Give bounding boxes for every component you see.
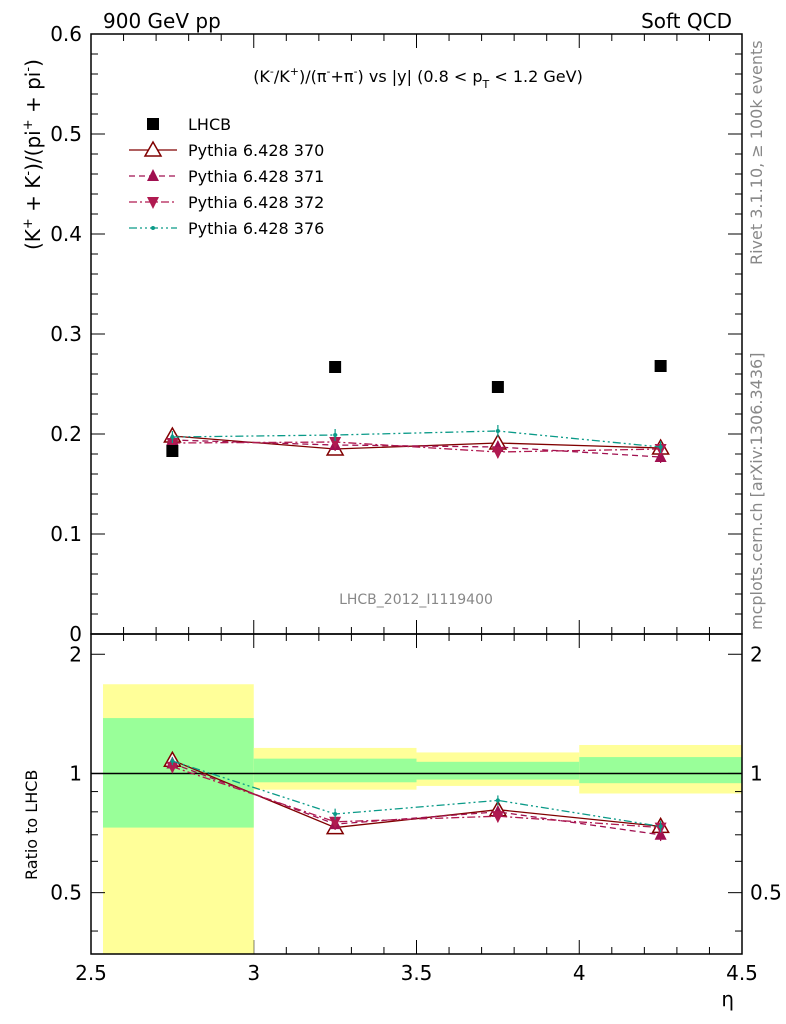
- rivet-label: Rivet 3.1.10, ≥ 100k events: [747, 40, 766, 265]
- series-line: [172, 762, 661, 836]
- main-panel: 0 0.1 0.2 0.3 0.4 0.5 0.6: [50, 22, 743, 954]
- legend-marker: [147, 197, 159, 209]
- main-ylabel: (K+ + K-)/(pi+ + pi-): [21, 59, 45, 250]
- series-line: [172, 430, 661, 448]
- uncertainty-band-inner: [253, 758, 417, 783]
- data-point: [329, 437, 342, 449]
- y-tick-label: 0.4: [50, 222, 82, 246]
- data-point: [495, 429, 500, 433]
- legend-marker: [147, 169, 159, 181]
- x-tick-label: 3: [247, 961, 260, 985]
- ratio-panel: 2.5 3 3.5 4 4.5 0.5 0.5 1 1 2 2: [50, 633, 782, 985]
- x-tick-label: 4.5: [726, 961, 758, 985]
- legend-label: LHCB: [188, 115, 231, 134]
- series-line: [172, 766, 661, 829]
- ratio-y-tick-label-right: 1: [750, 761, 763, 785]
- y-tick-label: 0.3: [50, 322, 82, 346]
- analysis-id: LHCB_2012_I1119400: [339, 592, 493, 608]
- y-tick-label: 0.6: [50, 22, 82, 46]
- ratio-ylabel: Ratio to LHCB: [22, 770, 41, 880]
- data-point: [170, 759, 175, 764]
- data-point: [170, 435, 175, 439]
- data-point: [658, 824, 663, 829]
- x-axis-label: η: [721, 987, 734, 1011]
- data-point: [658, 445, 663, 449]
- y-tick-label: 0.1: [50, 522, 82, 546]
- uncertainty-band-inner: [416, 761, 580, 780]
- legend-label: Pythia 6.428 372: [188, 193, 324, 212]
- ratio-y-tick-label: 1: [69, 761, 82, 785]
- series-line: [172, 760, 661, 828]
- data-point: [166, 761, 179, 774]
- series-line: [172, 439, 661, 458]
- ratio-y-tick-label-right: 0.5: [750, 881, 782, 905]
- data-point: [495, 798, 500, 803]
- legend-marker: [143, 140, 163, 157]
- x-tick-label: 3.5: [401, 961, 433, 985]
- header-left: 900 GeV pp: [103, 9, 221, 33]
- data-point: [654, 360, 667, 372]
- data-point: [333, 433, 338, 437]
- data-point: [491, 447, 504, 459]
- legend: LHCB Pythia 6.428 370 Pythia 6.428 371 Pyth…: [129, 115, 324, 238]
- mcplots-label: mcplots.cern.ch [arXiv:1306.3436]: [747, 353, 766, 630]
- legend-marker: [151, 226, 155, 230]
- data-point: [491, 381, 504, 393]
- data-point: [329, 361, 342, 373]
- data-point: [491, 811, 504, 824]
- y-tick-label: 0.5: [50, 122, 82, 146]
- series-line: [172, 441, 661, 453]
- legend-label: Pythia 6.428 370: [188, 141, 324, 160]
- legend-label: Pythia 6.428 371: [188, 167, 324, 186]
- ratio-frame: [90, 633, 743, 955]
- ratio-y-tick-label-right: 2: [750, 642, 763, 666]
- uncertainty-band-inner: [579, 757, 742, 784]
- x-tick-label: 4: [573, 961, 586, 985]
- legend-marker: [147, 118, 159, 130]
- header-right: Soft QCD: [641, 9, 732, 33]
- data-point: [166, 438, 179, 450]
- data-point: [333, 811, 338, 816]
- legend-label: Pythia 6.428 376: [188, 219, 324, 238]
- main-title: (K-/K+)/(π-+π-) vs |y| (0.8 < pT < 1.2 G…: [253, 65, 583, 91]
- ratio-y-tick-label: 2: [69, 642, 82, 666]
- y-tick-label: 0: [69, 622, 82, 646]
- ratio-y-tick-label: 0.5: [50, 881, 82, 905]
- data-point: [329, 816, 342, 829]
- data-point: [166, 445, 179, 457]
- y-tick-label: 0.2: [50, 422, 82, 446]
- x-tick-label: 2.5: [75, 961, 107, 985]
